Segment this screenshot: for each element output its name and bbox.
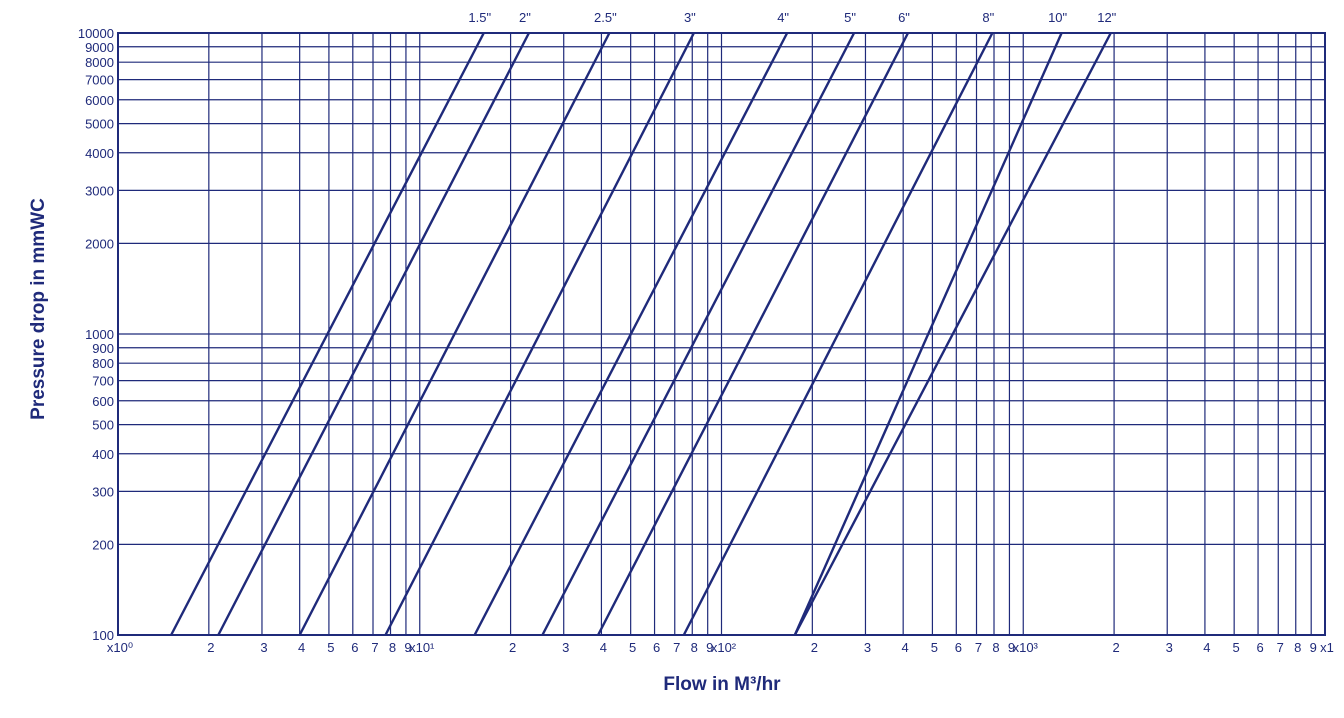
series-label: 8" [982, 10, 994, 25]
y-tick-label: 200 [92, 537, 114, 552]
x-tick-label: 7 [1277, 640, 1284, 655]
x-tick-label: x10⁰ [107, 640, 133, 655]
y-tick-label: 2000 [85, 236, 114, 251]
series-label: 2" [519, 10, 531, 25]
y-tick-label: 400 [92, 447, 114, 462]
y-tick-label: 100 [92, 628, 114, 643]
x-tick-label: x10¹ [409, 640, 435, 655]
x-tick-label: 7 [975, 640, 982, 655]
y-tick-label: 600 [92, 394, 114, 409]
x-tick-label: 6 [351, 640, 358, 655]
series-label: 6" [898, 10, 910, 25]
x-tick-label: 3 [864, 640, 871, 655]
x-tick-label: 6 [955, 640, 962, 655]
series-line [793, 32, 1063, 636]
x-tick-label: 8 [992, 640, 999, 655]
series-line [793, 32, 1112, 636]
x-tick-label: 5 [1233, 640, 1240, 655]
x-tick-label: 4 [600, 640, 607, 655]
x-tick-label: 5 [629, 640, 636, 655]
series-lines [170, 32, 1112, 636]
series-line [170, 32, 485, 636]
x-tick-label: x10³ [1013, 640, 1039, 655]
series-line [298, 32, 611, 636]
series-line [682, 32, 994, 636]
y-tick-label: 8000 [85, 55, 114, 70]
y-tick-label: 500 [92, 418, 114, 433]
x-tick-label: 4 [298, 640, 305, 655]
y-tick-label: 700 [92, 374, 114, 389]
x-axis-title: Flow in M³/hr [663, 674, 781, 695]
y-tick-label: 7000 [85, 73, 114, 88]
series-label: 1.5" [468, 10, 491, 25]
grid-lines [117, 32, 1326, 636]
y-tick-label: 6000 [85, 93, 114, 108]
series-label: 2.5" [594, 10, 617, 25]
series-line [384, 32, 695, 636]
x-tick-label: 4 [902, 640, 909, 655]
series-line [473, 32, 789, 636]
x-tick-label: 8 [389, 640, 396, 655]
series-label: 3" [684, 10, 696, 25]
y-tick-label: 10000 [78, 26, 114, 41]
x-tick-label: 7 [371, 640, 378, 655]
y-axis-title: Pressure drop in mmWC [28, 198, 49, 420]
x-tick-label: 4 [1203, 640, 1210, 655]
x-tick-label: 3 [562, 640, 569, 655]
x-tick-label: 9 [1310, 640, 1317, 655]
x-tick-label: 2 [811, 640, 818, 655]
y-tick-label: 5000 [85, 117, 114, 132]
x-tick-label: 3 [1166, 640, 1173, 655]
x-tick-label: 9 [1008, 640, 1015, 655]
x-tick-label: 2 [509, 640, 516, 655]
x-tick-label: x10² [711, 640, 737, 655]
x-tick-label: 6 [653, 640, 660, 655]
x-tick-label: 6 [1256, 640, 1263, 655]
plot-frame [117, 32, 1326, 636]
x-tick-label: 2 [1112, 640, 1119, 655]
x-tick-label: 7 [673, 640, 680, 655]
y-tick-label: 9000 [85, 40, 114, 55]
series-line [541, 32, 856, 636]
x-tick-label: 3 [260, 640, 267, 655]
series-line [597, 32, 910, 636]
series-label: 5" [844, 10, 856, 25]
x-tick-label: 5 [327, 640, 334, 655]
y-tick-label: 800 [92, 356, 114, 371]
series-label: 4" [777, 10, 789, 25]
y-tick-label: 4000 [85, 146, 114, 161]
y-tick-label: 3000 [85, 183, 114, 198]
x-tick-label: 8 [691, 640, 698, 655]
x-tick-label: 2 [207, 640, 214, 655]
x-tick-label: 8 [1294, 640, 1301, 655]
y-tick-label: 1000 [85, 327, 114, 342]
series-label: 12" [1097, 10, 1116, 25]
series-line [217, 32, 530, 636]
series-labels: 1.5" 2" 2.5" 3" 4" 5" 6" 8" 10" 12" [468, 10, 1116, 25]
x-tick-label: 5 [931, 640, 938, 655]
y-tick-label: 900 [92, 341, 114, 356]
series-label: 10" [1048, 10, 1067, 25]
x-tick-label: 9 [706, 640, 713, 655]
x-tick-label: x1 [1320, 640, 1334, 655]
y-tick-label: 300 [92, 484, 114, 499]
x-tick-label: 9 [404, 640, 411, 655]
